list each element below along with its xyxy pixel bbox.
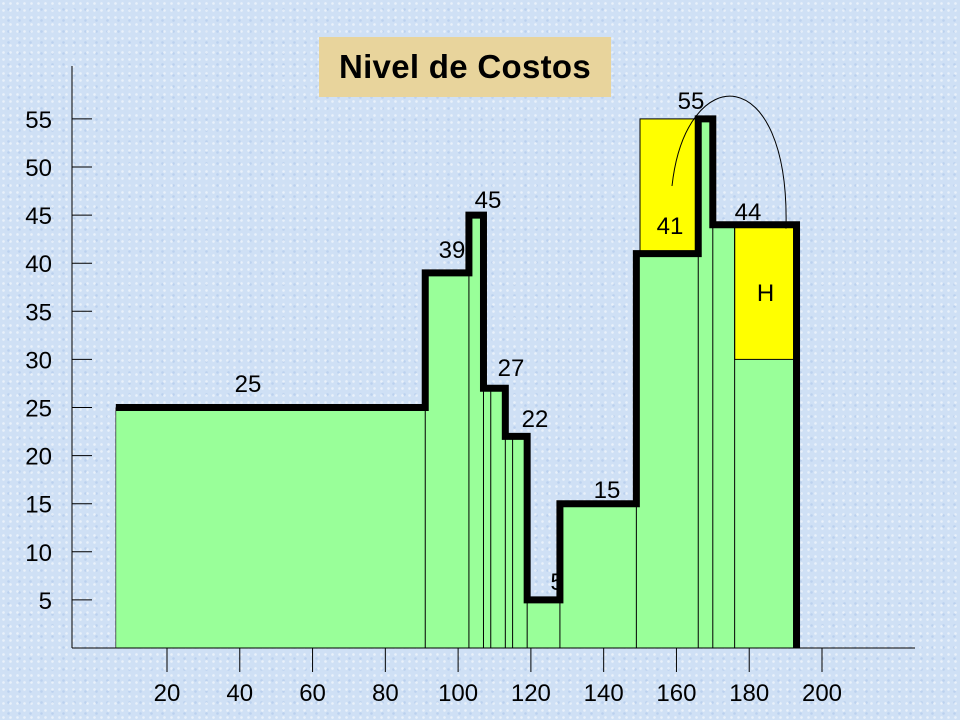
value-label-6: 15 — [594, 477, 621, 504]
y-tick-label-5: 5 — [39, 588, 52, 615]
segment-fill-1 — [425, 272, 469, 648]
value-label-0: 25 — [235, 371, 262, 398]
y-tick-label-55: 55 — [25, 107, 52, 134]
y-tick-label-50: 50 — [25, 155, 52, 182]
chart-title: Nivel de Costos — [338, 48, 592, 85]
x-tick-label-60: 60 — [299, 680, 326, 707]
y-tick-label-15: 15 — [25, 492, 52, 519]
highlight-layer: H — [639, 118, 798, 360]
x-tick-label-80: 80 — [372, 680, 399, 707]
curved-arrow — [671, 95, 791, 229]
x-tick-label-120: 120 — [511, 680, 551, 707]
segment-fill-4 — [505, 436, 528, 648]
value-label-4: 22 — [522, 406, 549, 433]
segment-fill-8 — [698, 118, 713, 648]
y-tick-label-30: 30 — [25, 347, 52, 374]
axes-layer: 5 10 15 20 25 30 35 40 45 50 55 20 40 60 80 100 120 140 16… — [25, 66, 915, 707]
y-tick-label-40: 40 — [25, 251, 52, 278]
value-label-1: 39 — [439, 237, 466, 264]
x-tick-label-140: 140 — [584, 680, 624, 707]
y-tick-label-45: 45 — [25, 203, 52, 230]
segment-fill-0 — [115, 407, 426, 648]
value-label-2: 45 — [475, 187, 502, 214]
x-tick-label-20: 20 — [154, 680, 181, 707]
segment-fill-2 — [468, 215, 484, 648]
y-tick-label-25: 25 — [25, 396, 52, 423]
x-tick-label-180: 180 — [729, 680, 769, 707]
segment-fill-5 — [527, 599, 560, 648]
segment-fill-3 — [483, 388, 506, 648]
segment-fill-7 — [636, 253, 699, 648]
highlight-region-1 — [734, 224, 798, 360]
value-label-9: 44 — [735, 199, 762, 226]
chart-title-box: Nivel de Costos — [319, 37, 611, 97]
segment-fill-6 — [559, 503, 637, 648]
value-label-7: 41 — [657, 213, 684, 240]
y-tick-label-35: 35 — [25, 299, 52, 326]
step-line-layer — [115, 115, 801, 648]
divider-layer — [115, 224, 736, 648]
x-tick-label-160: 160 — [656, 680, 696, 707]
y-tick-label-10: 10 — [25, 540, 52, 567]
value-label-5: 5 — [550, 569, 563, 596]
step-line — [115, 115, 801, 648]
x-tick-label-100: 100 — [438, 680, 478, 707]
x-tick-label-200: 200 — [802, 680, 842, 707]
value-label-3: 27 — [498, 355, 525, 382]
value-label-8: 55 — [678, 88, 705, 115]
y-tick-label-20: 20 — [25, 444, 52, 471]
highlight-label: H — [757, 280, 774, 307]
value-label-layer: 25 39 45 27 22 5 15 41 55 44 — [235, 88, 762, 596]
x-tick-label-40: 40 — [226, 680, 253, 707]
